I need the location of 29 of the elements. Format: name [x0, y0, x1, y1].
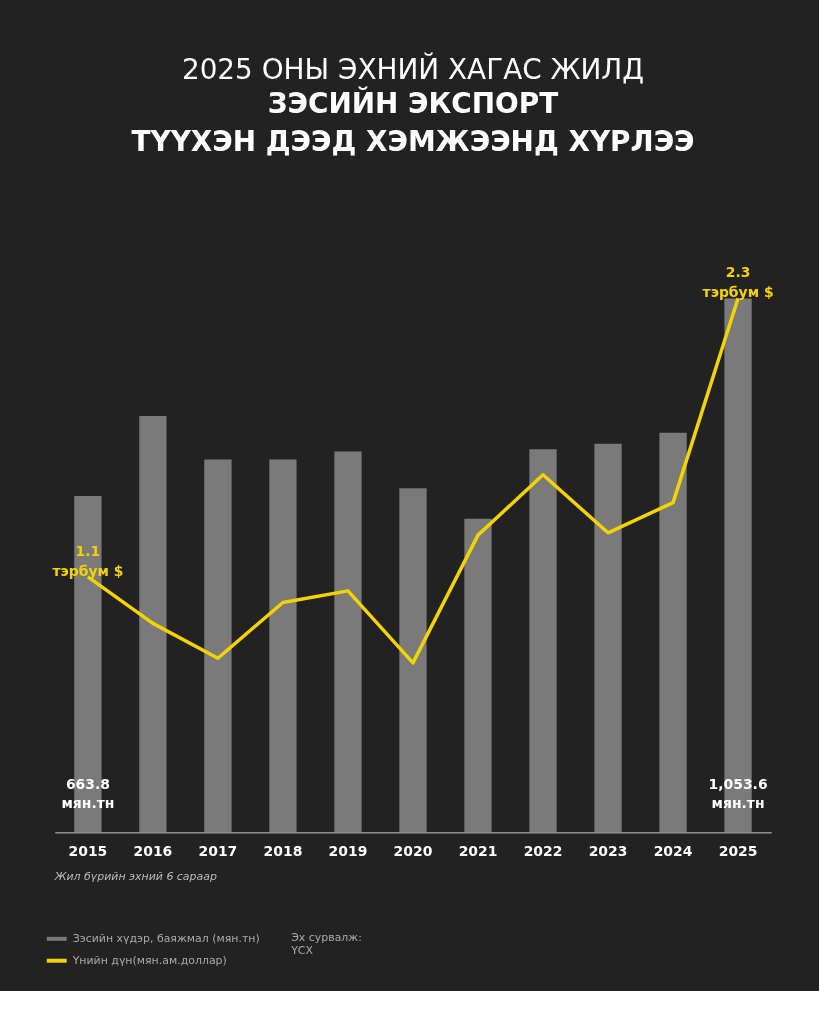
bar [204, 459, 232, 833]
x-tick-label: 2021 [458, 842, 498, 859]
x-tick-label: 2018 [263, 842, 303, 859]
x-tick-label: 2015 [68, 842, 108, 859]
bar [529, 449, 557, 833]
x-tick-label: 2020 [393, 842, 433, 859]
x-tick-label: 2022 [523, 842, 563, 859]
bar [464, 518, 492, 833]
x-tick-label: 2019 [328, 842, 368, 859]
x-tick-label: 2016 [133, 842, 173, 859]
text: Эх сурвалж: ҮСХ [290, 930, 362, 957]
x-tick-label: 2024 [653, 842, 693, 859]
x-tick-label: 2017 [198, 842, 238, 859]
data-label: 2.3 тэрбум $ [702, 264, 774, 301]
legend-label: Үнийн дүн(мян.ам.доллар) [71, 953, 227, 967]
legend-label: Зэсийн хүдэр, баяжмал (мян.тн) [72, 931, 260, 945]
bar [659, 432, 687, 833]
bar [594, 443, 622, 833]
text: Жил бүрийн эхний 6 сараар [53, 870, 217, 884]
bar [334, 451, 362, 833]
bar [399, 488, 427, 833]
chart-title: 2025 ОНЫ ЭХНИЙ ХАГАС ЖИЛД [181, 52, 645, 87]
chart-subtitle: ЗЭСИЙН ЭКСПОРТ ТҮҮХЭН ДЭЭД ХЭМЖЭЭНД ХҮРЛЭЭ [131, 86, 695, 159]
data-label: 1.1 тэрбум $ [52, 543, 124, 579]
data-label: 1,053.6 мян.тн [708, 775, 768, 812]
bar [139, 415, 167, 833]
x-tick-label: 2025 [718, 842, 758, 859]
bar [269, 459, 297, 833]
x-tick-label: 2023 [588, 842, 628, 859]
